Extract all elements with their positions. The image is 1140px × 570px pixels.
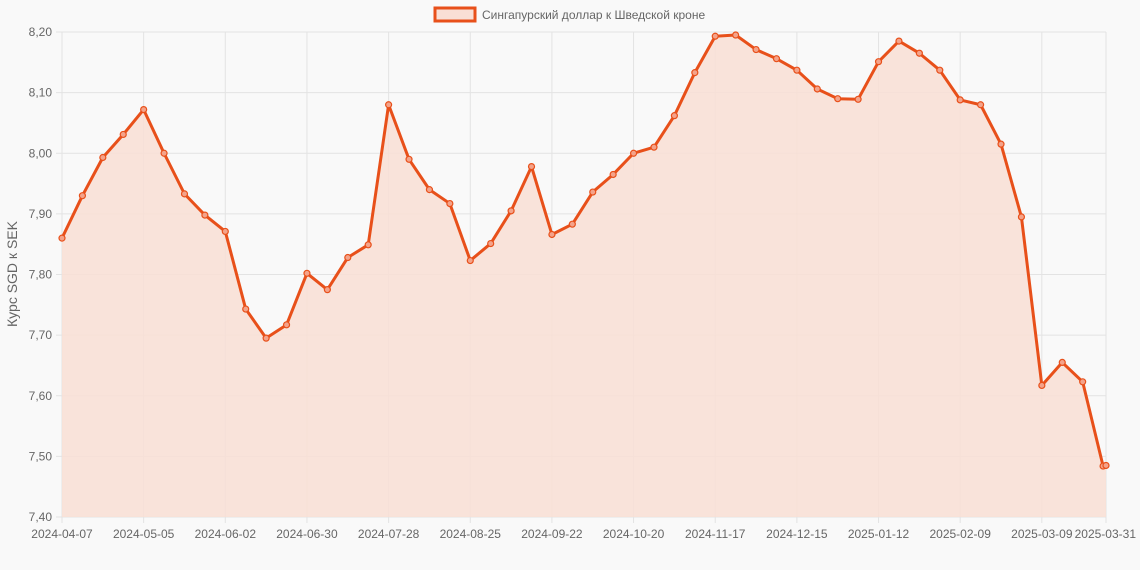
data-point[interactable]: [140, 105, 148, 114]
data-point[interactable]: [568, 220, 576, 228]
data-point[interactable]: [262, 334, 270, 342]
data-point[interactable]: [527, 162, 536, 171]
x-tick-label: 2024-04-07: [31, 527, 93, 541]
data-point[interactable]: [405, 155, 413, 163]
data-point[interactable]: [793, 66, 801, 74]
data-point[interactable]: [691, 69, 699, 77]
y-tick-label: 7,50: [29, 449, 53, 463]
data-point[interactable]: [242, 305, 250, 313]
data-point[interactable]: [78, 192, 87, 200]
legend-label[interactable]: Сингапурский доллар к Шведской кроне: [482, 8, 705, 22]
x-tick-label: 2025-02-09: [929, 527, 991, 541]
data-point[interactable]: [650, 143, 658, 151]
data-point[interactable]: [99, 153, 107, 162]
y-tick-label: 7,40: [29, 510, 53, 524]
data-point[interactable]: [364, 241, 372, 249]
x-axis: 2024-04-07 2024-05-05 2024-06-02 2024-06-30…: [31, 527, 1136, 541]
x-tick-label: 2025-03-31: [1075, 527, 1137, 541]
data-point[interactable]: [548, 230, 556, 239]
y-axis-title: Курс SGD к SEK: [4, 220, 20, 327]
x-tick-label: 2024-09-22: [521, 527, 583, 541]
x-tick-label: 2024-05-05: [113, 527, 175, 541]
x-tick-label: 2024-10-20: [603, 527, 665, 541]
y-tick-label: 8,00: [29, 146, 53, 160]
data-point[interactable]: [201, 211, 209, 219]
data-point[interactable]: [732, 31, 740, 39]
series-area: [62, 35, 1106, 517]
data-point[interactable]: [1102, 461, 1110, 470]
data-point[interactable]: [487, 239, 495, 248]
y-tick-label: 8,20: [29, 25, 53, 39]
legend-swatch[interactable]: [433, 6, 477, 23]
data-point[interactable]: [1017, 213, 1026, 221]
data-point[interactable]: [670, 112, 679, 120]
data-point[interactable]: [854, 95, 862, 103]
x-tick-label: 2024-12-15: [766, 527, 828, 541]
y-tick-label: 7,80: [29, 268, 53, 282]
data-point[interactable]: [119, 130, 127, 139]
y-tick-label: 7,70: [29, 328, 53, 342]
data-point[interactable]: [1079, 378, 1087, 386]
data-point[interactable]: [303, 269, 311, 277]
x-tick-label: 2024-11-17: [685, 527, 746, 541]
data-point[interactable]: [936, 66, 944, 74]
data-point[interactable]: [1058, 358, 1066, 367]
data-point[interactable]: [58, 234, 66, 242]
data-point[interactable]: [609, 170, 617, 179]
legend[interactable]: Сингапурский доллар к Шведской кроне: [433, 6, 705, 23]
data-point[interactable]: [446, 199, 454, 208]
data-point[interactable]: [711, 32, 719, 40]
y-tick-label: 7,60: [29, 389, 53, 403]
data-point[interactable]: [425, 186, 434, 194]
data-point[interactable]: [385, 101, 393, 109]
data-point[interactable]: [752, 45, 760, 54]
data-point[interactable]: [1038, 381, 1046, 390]
y-tick-label: 8,10: [29, 86, 53, 100]
y-axis: 7,40 7,50 7,60 7,70 7,80 7,90 8,00 8,10 8,20: [29, 25, 53, 524]
data-point[interactable]: [589, 188, 597, 196]
data-point[interactable]: [323, 286, 331, 294]
series-layer: [58, 31, 1110, 517]
data-point[interactable]: [956, 96, 964, 104]
data-point[interactable]: [895, 37, 903, 45]
data-point[interactable]: [180, 190, 189, 198]
x-tick-label: 2025-01-12: [848, 527, 910, 541]
data-point[interactable]: [282, 321, 291, 329]
data-point[interactable]: [834, 95, 842, 103]
data-point[interactable]: [976, 101, 985, 109]
data-point[interactable]: [772, 55, 781, 63]
x-tick-label: 2024-07-28: [358, 527, 420, 541]
x-tick-label: 2025-03-09: [1011, 527, 1073, 541]
x-tick-label: 2024-08-25: [440, 527, 502, 541]
data-point[interactable]: [466, 256, 474, 265]
x-tick-label: 2024-06-30: [276, 527, 338, 541]
data-point[interactable]: [874, 58, 883, 66]
data-point[interactable]: [997, 140, 1005, 148]
data-point[interactable]: [813, 85, 821, 93]
data-point[interactable]: [221, 227, 229, 236]
data-point[interactable]: [915, 49, 923, 57]
data-point[interactable]: [507, 207, 515, 215]
x-tick-label: 2024-06-02: [195, 527, 257, 541]
data-point[interactable]: [344, 253, 352, 262]
data-point[interactable]: [160, 149, 168, 157]
data-point[interactable]: [629, 149, 638, 157]
y-tick-label: 7,90: [29, 207, 53, 221]
